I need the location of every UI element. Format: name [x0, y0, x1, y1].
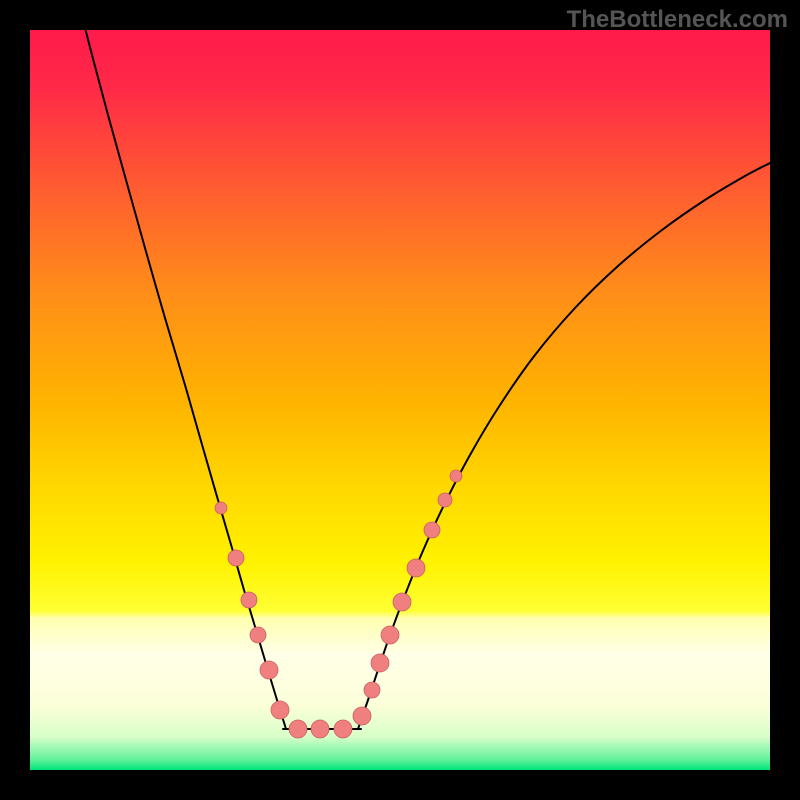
- data-marker: [260, 661, 278, 679]
- data-marker: [250, 627, 266, 643]
- data-marker: [393, 593, 411, 611]
- data-marker: [371, 654, 389, 672]
- bottleneck-chart: [0, 0, 800, 800]
- data-marker: [353, 707, 371, 725]
- data-marker: [381, 626, 399, 644]
- data-marker: [228, 550, 244, 566]
- data-marker: [241, 592, 257, 608]
- data-marker: [407, 559, 425, 577]
- data-marker: [215, 502, 227, 514]
- data-marker: [311, 720, 329, 738]
- data-marker: [424, 522, 440, 538]
- data-marker: [334, 720, 352, 738]
- data-marker: [289, 720, 307, 738]
- data-marker: [364, 682, 380, 698]
- data-marker: [271, 701, 289, 719]
- data-marker: [438, 493, 452, 507]
- plot-background: [30, 30, 770, 770]
- watermark-text: TheBottleneck.com: [567, 6, 788, 34]
- data-marker: [450, 470, 462, 482]
